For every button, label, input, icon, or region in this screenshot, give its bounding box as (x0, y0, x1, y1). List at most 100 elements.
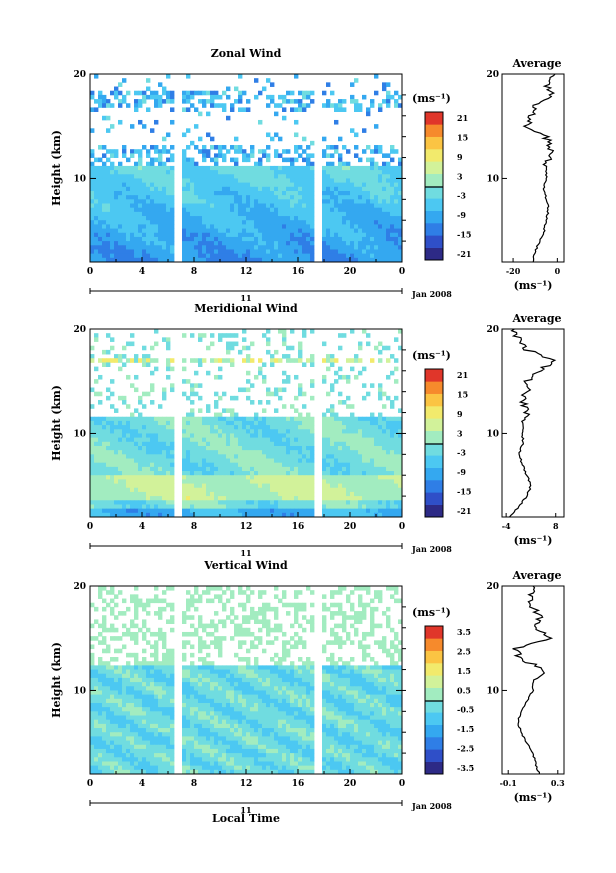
heatmap-cell (198, 220, 203, 225)
heatmap-cell (338, 374, 343, 380)
heatmap-cell (98, 471, 103, 476)
heatmap-cell (202, 420, 207, 426)
heatmap-cell (142, 354, 147, 359)
heatmap-cell (310, 483, 315, 489)
heatmap-cell (358, 437, 363, 443)
colorbar-tick-label: -3 (457, 448, 466, 458)
heatmap-cell (190, 454, 195, 459)
heatmap-cell (334, 236, 339, 242)
heatmap-cell (330, 627, 335, 633)
heatmap-cell (142, 458, 147, 464)
heatmap-cell (170, 257, 175, 263)
heatmap-cell (294, 420, 299, 426)
heatmap-cell (282, 354, 287, 359)
heatmap-cell (114, 236, 119, 242)
heatmap-cell (190, 207, 195, 213)
heatmap-cell (154, 232, 159, 238)
heatmap-cell (206, 199, 211, 204)
heatmap-cell (238, 623, 243, 629)
heatmap-cell (286, 345, 291, 351)
heatmap-cell (326, 441, 331, 447)
heatmap-cell (106, 99, 111, 104)
heatmap-cell (138, 602, 143, 608)
heatmap-cell (142, 190, 147, 196)
heatmap-cell (330, 103, 335, 108)
heatmap-cell (362, 416, 367, 422)
heatmap-cell (278, 245, 283, 250)
heatmap-cell (206, 661, 211, 666)
heatmap-cell (130, 199, 135, 204)
heatmap-cell (362, 483, 367, 489)
heatmap-cell (262, 648, 267, 654)
heatmap-cell (282, 512, 287, 518)
heatmap-cell (366, 257, 371, 263)
heatmap-cell (162, 391, 167, 397)
heatmap-cell (134, 358, 139, 363)
heatmap-cell (142, 496, 147, 501)
heatmap-cell (242, 466, 247, 472)
heatmap-cell (94, 491, 99, 497)
heatmap-cell (94, 366, 99, 372)
heatmap-cell (274, 479, 279, 484)
heatmap-cell (214, 611, 219, 616)
heatmap-cell (118, 178, 123, 184)
heatmap-cell (278, 207, 283, 213)
heatmap-cell (126, 232, 131, 238)
heatmap-cell (210, 496, 215, 501)
heatmap-cell (218, 416, 223, 422)
heatmap-cell (94, 224, 99, 229)
heatmap-cell (290, 441, 295, 447)
heatmap-cell (250, 383, 255, 388)
heatmap-cell (294, 74, 299, 79)
heatmap-cell (294, 416, 299, 422)
heatmap-cell (262, 245, 267, 250)
heatmap-cell (342, 586, 347, 591)
heatmap-cell (182, 220, 187, 225)
heatmap-cell (298, 445, 303, 451)
heatmap-cell (394, 170, 399, 175)
heatmap-cell (194, 391, 199, 397)
heatmap-cell (90, 354, 95, 359)
heatmap-cell (94, 458, 99, 464)
heatmap-cell (390, 178, 395, 184)
heatmap-cell (150, 161, 155, 167)
heatmap-cell (358, 358, 363, 363)
heatmap-cell (362, 236, 367, 242)
heatmap-cell (134, 211, 139, 217)
heatmap-cell (366, 462, 371, 468)
heatmap-cell (194, 479, 199, 484)
heatmap-cell (278, 395, 283, 401)
heatmap-cell (186, 487, 191, 493)
heatmap-cell (122, 466, 127, 472)
colorbar-swatch (425, 480, 443, 493)
heatmap-cell (350, 500, 355, 505)
heatmap-cell (370, 99, 375, 104)
heatmap-cell (330, 590, 335, 595)
heatmap-cell (226, 487, 231, 493)
heatmap-cell (274, 500, 279, 505)
heatmap-cell (362, 245, 367, 250)
heatmap-cell (250, 211, 255, 217)
heatmap-cell (266, 132, 271, 138)
heatmap-cell (386, 586, 391, 591)
heatmap-cell (366, 186, 371, 192)
heatmap-cell (342, 462, 347, 468)
heatmap-cell (206, 203, 211, 209)
heatmap-cell (158, 170, 163, 175)
heatmap-cell (310, 228, 315, 234)
heatmap-cell (122, 190, 127, 196)
heatmap-cell (110, 623, 115, 629)
heatmap-cell (246, 619, 251, 624)
heatmap-cell (350, 462, 355, 468)
heatmap-cell (166, 366, 171, 372)
heatmap-cell (218, 487, 223, 493)
heatmap-cell (118, 665, 123, 670)
heatmap-cell (114, 433, 119, 439)
heatmap-cell (102, 483, 107, 489)
heatmap-cell (354, 483, 359, 489)
heatmap-cell (106, 487, 111, 493)
heatmap-cell (346, 636, 351, 641)
heatmap-cell (218, 224, 223, 229)
heatmap-cell (134, 462, 139, 468)
heatmap-cell (302, 487, 307, 493)
